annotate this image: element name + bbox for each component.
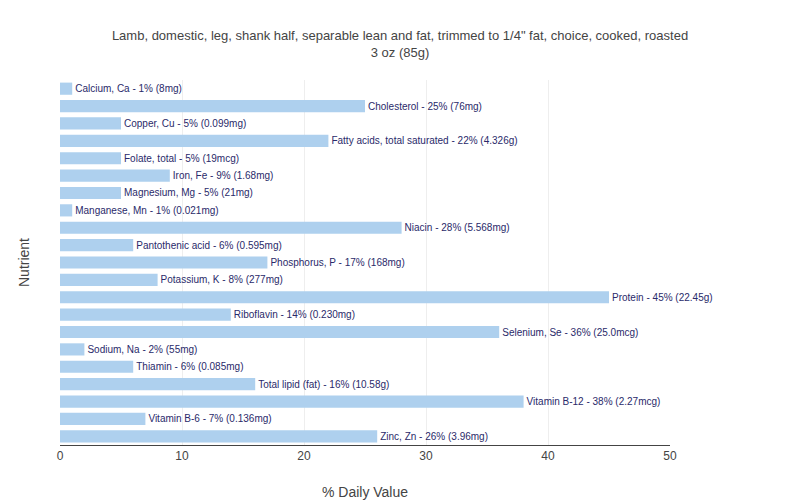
svg-text:30: 30 — [419, 449, 433, 463]
svg-text:Copper, Cu - 5% (0.099mg): Copper, Cu - 5% (0.099mg) — [124, 118, 246, 129]
svg-text:Selenium, Se - 36% (25.0mcg): Selenium, Se - 36% (25.0mcg) — [502, 327, 638, 338]
svg-text:50: 50 — [663, 449, 677, 463]
svg-text:Sodium, Na - 2% (55mg): Sodium, Na - 2% (55mg) — [87, 344, 197, 355]
svg-text:Total lipid (fat) - 16% (10.58: Total lipid (fat) - 16% (10.58g) — [258, 379, 389, 390]
svg-text:Potassium, K - 8% (277mg): Potassium, K - 8% (277mg) — [161, 274, 283, 285]
svg-text:Riboflavin - 14% (0.230mg): Riboflavin - 14% (0.230mg) — [234, 309, 355, 320]
svg-text:Folate, total - 5% (19mcg): Folate, total - 5% (19mcg) — [124, 153, 239, 164]
svg-text:Zinc, Zn - 26% (3.96mg): Zinc, Zn - 26% (3.96mg) — [380, 431, 488, 442]
svg-text:Niacin - 28% (5.568mg): Niacin - 28% (5.568mg) — [405, 222, 510, 233]
svg-text:10: 10 — [175, 449, 189, 463]
svg-text:Iron, Fe - 9% (1.68mg): Iron, Fe - 9% (1.68mg) — [173, 170, 274, 181]
svg-text:Manganese, Mn - 1% (0.021mg): Manganese, Mn - 1% (0.021mg) — [75, 205, 218, 216]
svg-text:Pantothenic acid - 6% (0.595mg: Pantothenic acid - 6% (0.595mg) — [136, 240, 282, 251]
svg-text:Cholesterol - 25% (76mg): Cholesterol - 25% (76mg) — [368, 101, 482, 112]
svg-text:Thiamin - 6% (0.085mg): Thiamin - 6% (0.085mg) — [136, 361, 243, 372]
svg-text:Fatty acids, total saturated -: Fatty acids, total saturated - 22% (4.32… — [331, 135, 517, 146]
svg-text:% Daily Value: % Daily Value — [322, 484, 408, 500]
svg-text:Nutrient: Nutrient — [16, 238, 32, 287]
svg-text:Calcium, Ca - 1% (8mg): Calcium, Ca - 1% (8mg) — [75, 83, 182, 94]
svg-text:Phosphorus, P - 17% (168mg): Phosphorus, P - 17% (168mg) — [270, 257, 404, 268]
svg-text:Magnesium, Mg - 5% (21mg): Magnesium, Mg - 5% (21mg) — [124, 187, 253, 198]
svg-text:40: 40 — [541, 449, 555, 463]
svg-text:Lamb, domestic, leg, shank hal: Lamb, domestic, leg, shank half, separab… — [112, 28, 688, 60]
svg-text:Protein - 45% (22.45g): Protein - 45% (22.45g) — [612, 292, 713, 303]
svg-text:Vitamin B-12 - 38% (2.27mcg): Vitamin B-12 - 38% (2.27mcg) — [527, 396, 661, 407]
svg-text:Vitamin B-6 - 7% (0.136mg): Vitamin B-6 - 7% (0.136mg) — [148, 413, 271, 424]
svg-text:0: 0 — [57, 449, 64, 463]
svg-text:20: 20 — [297, 449, 311, 463]
